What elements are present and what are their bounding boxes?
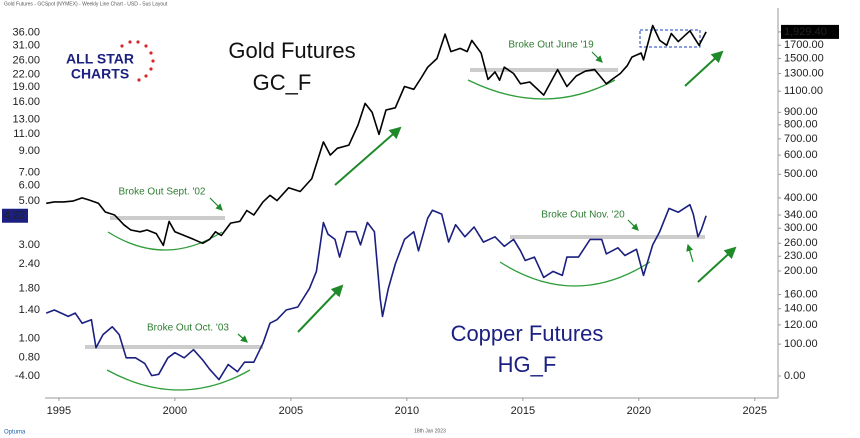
footer-date: 18th Jan 2023	[414, 428, 446, 434]
y2-tick-label: 1300.00	[784, 67, 824, 79]
annotation: Broke Out June '19	[508, 40, 594, 51]
resistance-band	[85, 345, 263, 349]
annotation: Broke Out Oct. '03	[147, 323, 229, 334]
x-tick-label: 2015	[511, 405, 535, 417]
x-tick-label: 2010	[395, 405, 419, 417]
y2-tick-label: 1500.00	[784, 52, 824, 64]
logo-stars	[120, 40, 155, 82]
y2-tick-label: 300.00	[784, 222, 818, 234]
y2-tick-label: 140.00	[784, 303, 818, 315]
current-value-box	[2, 208, 28, 223]
y-tick-label: 19.00	[12, 81, 40, 93]
y-tick-label: 36.00	[12, 26, 40, 38]
y2-tick-label: 400.00	[784, 192, 818, 204]
series-title: Gold Futures	[228, 38, 355, 63]
footer-brand: Optuma	[4, 430, 26, 436]
x-tick-label: 2005	[279, 405, 303, 417]
y2-tick-label: 200.00	[784, 265, 818, 277]
y-tick-label: 4.22	[4, 210, 25, 222]
y2-tick-label: 800.00	[784, 119, 818, 131]
logo: ALL STAR	[66, 51, 134, 67]
y2-tick-label: 700.00	[784, 133, 818, 145]
y-tick-label: 0.80	[19, 352, 40, 364]
y2-tick-label: 230.00	[784, 250, 818, 262]
range-box	[639, 29, 701, 48]
y-tick-label: 1.80	[19, 282, 40, 294]
y2-tick-label: 1,929.40	[784, 26, 827, 38]
y-tick-label: 13.00	[12, 114, 40, 126]
y2-tick-label: 900.00	[784, 106, 818, 118]
y-tick-label: 26.00	[12, 54, 40, 66]
series-line	[45, 203, 707, 381]
series-ticker: GC_F	[253, 70, 312, 95]
y-tick-label: 3.00	[19, 239, 40, 251]
resistance-band	[470, 68, 618, 72]
y2-tick-label: 1100.00	[784, 85, 823, 97]
resistance-band	[510, 235, 705, 239]
series-line	[46, 24, 707, 247]
y-tick-label: 2.40	[19, 258, 40, 270]
annotation: Broke Out Nov. '20	[541, 210, 625, 221]
y2-tick-label: 500.00	[784, 168, 818, 180]
x-tick-label: 1995	[47, 405, 71, 417]
series-ticker: HG_F	[498, 352, 557, 377]
series-title: Copper Futures	[451, 321, 604, 346]
y-tick-label: 6.00	[19, 180, 40, 192]
y-tick-label: 1.40	[19, 304, 40, 316]
y-tick-label: 5.00	[19, 195, 40, 207]
annotation: Broke Out Sept. '02	[119, 187, 206, 198]
y2-tick-label: 120.00	[784, 319, 818, 331]
x-tick-label: 2000	[163, 405, 187, 417]
x-tick-label: 2020	[627, 405, 651, 417]
y-tick-label: 1.00	[19, 333, 40, 345]
x-tick-label: 2025	[743, 405, 767, 417]
logo: CHARTS	[71, 66, 129, 82]
resistance-band	[110, 216, 225, 220]
y2-tick-label: 160.00	[784, 288, 818, 300]
trend-arrows	[209, 50, 737, 343]
y2-tick-label: 260.00	[784, 237, 818, 249]
y2-tick-label: 1700.00	[784, 39, 824, 51]
y2-tick-label: 100.00	[784, 338, 818, 350]
y2-tick-label: 340.00	[784, 209, 818, 221]
y2-tick-label: 0.00	[784, 370, 805, 382]
y-tick-label: 31.00	[12, 39, 40, 51]
y-tick-label: 16.00	[12, 96, 40, 108]
y-tick-label: 11.00	[13, 128, 40, 140]
y-tick-label: -4.00	[15, 370, 40, 382]
y-tick-label: 7.00	[19, 166, 40, 178]
y2-tick-label: 600.00	[784, 149, 818, 161]
y-tick-label: 9.00	[19, 145, 40, 157]
current-value-box	[781, 24, 839, 39]
y-tick-label: 22.00	[12, 69, 40, 81]
header: Gold Futures - GCSpot (NYMEX) - Weekly L…	[4, 1, 168, 7]
